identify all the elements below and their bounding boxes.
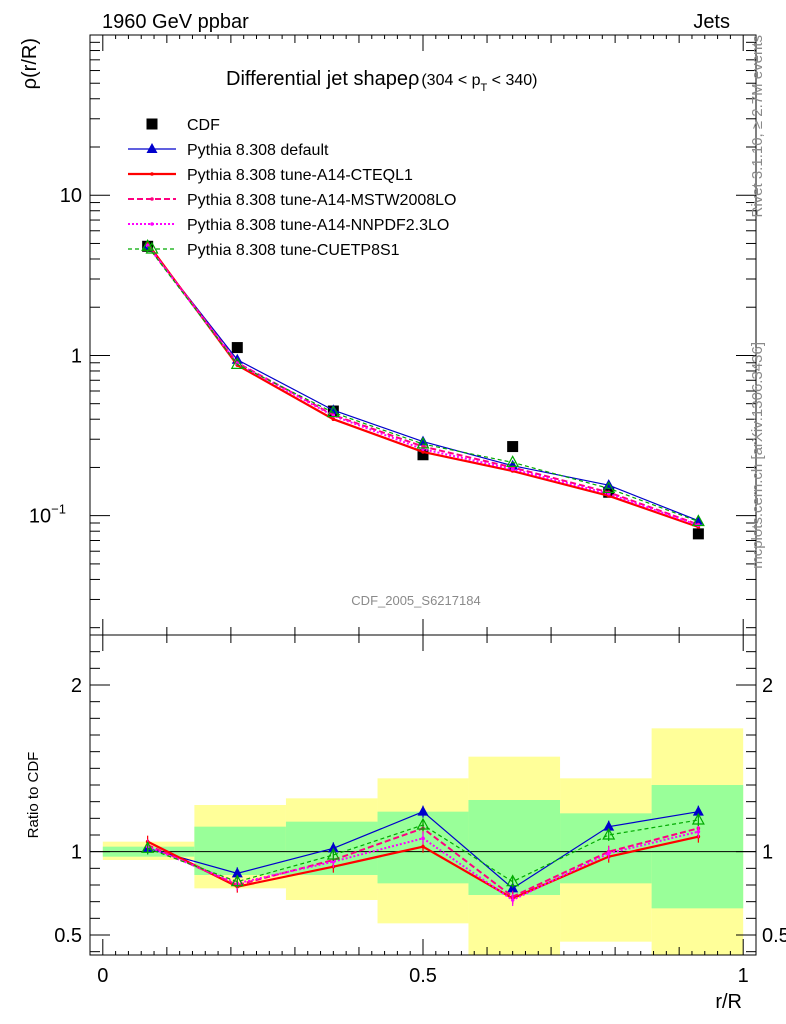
main-line-series-4 <box>146 244 699 527</box>
cuetp8s1-point-2 <box>326 847 340 860</box>
default-point-2 <box>327 842 339 853</box>
cuetp8s1-point-1 <box>230 357 244 369</box>
x-tick-label: 0 <box>97 965 108 987</box>
ratio-series <box>141 805 705 906</box>
legend-label-1: Pythia 8.308 default <box>187 142 329 159</box>
series-point-3 <box>421 836 425 841</box>
cuetp8s1-point-6 <box>691 514 705 527</box>
series-point-5 <box>606 851 611 856</box>
cdf-point-1 <box>231 342 243 354</box>
chart-title-main: Differential jet shapeρ <box>226 68 419 90</box>
x-axis-label: r/R <box>715 991 742 1013</box>
legend-label-4: Pythia 8.308 tune-A14-NNPDF2.3LO <box>187 217 449 234</box>
legend-label-3: Pythia 8.308 tune-A14-MSTW2008LO <box>187 192 456 209</box>
series-point-2 <box>331 417 336 422</box>
series-point-legend-4 <box>150 222 154 226</box>
main-line-series-5 <box>147 245 699 523</box>
series-point-legend-2 <box>150 172 154 176</box>
series-point-4 <box>510 467 515 472</box>
x-tick-label: 1 <box>738 965 749 987</box>
cuetp8s1-point-0 <box>141 841 155 853</box>
cuetp8s1-point-4 <box>506 455 520 468</box>
cuetp8s1-point-6 <box>691 812 705 825</box>
series-point-4 <box>510 898 515 902</box>
legend: CDF Pythia 8.308 default Pythia 8.308 tune… <box>128 117 456 259</box>
legend-label-5: Pythia 8.308 tune-CUETP8S1 <box>187 242 400 259</box>
main-y-axis-label: ρ(r/R) <box>19 38 41 89</box>
cdf-point-4 <box>507 441 519 453</box>
x-tick-label: 0.5 <box>409 965 437 987</box>
chart-title-range-end: < 340) <box>487 72 537 89</box>
ratio-y-tick-label-right: 0.5 <box>762 925 786 947</box>
default-point-legend-1 <box>146 143 158 153</box>
y-tick-label: 10 <box>60 185 82 207</box>
cuetp8s1-point-3 <box>416 817 430 830</box>
ratio-y-tick-label-right: 1 <box>762 842 773 864</box>
series-point-6 <box>696 829 701 834</box>
y-tick-label: 1 <box>71 345 82 367</box>
legend-label-2: Pythia 8.308 tune-A14-CTEQL1 <box>187 167 413 184</box>
cuetp8s1-point-4 <box>506 874 520 887</box>
series-point-0 <box>145 243 150 248</box>
cuetp8s1-point-5 <box>602 827 616 840</box>
series-point-2 <box>331 859 336 864</box>
main-line-series-1 <box>147 245 699 522</box>
default-point-6 <box>692 805 704 816</box>
chart-title-sub: T <box>481 82 488 94</box>
analysis-watermark: CDF_2005_S6217184 <box>351 593 480 608</box>
band-green-1 <box>194 826 286 875</box>
band-green-6 <box>651 785 744 909</box>
main-line-series-2 <box>146 242 699 529</box>
cdf-point-3 <box>417 449 429 461</box>
ratio-y-tick-label: 2 <box>71 675 82 697</box>
main-series <box>141 239 705 540</box>
ratio-y-tick-label-right: 2 <box>762 675 773 697</box>
cuetp8s1-point-2 <box>326 405 340 418</box>
rivet-label: Rivet 3.1.10, ≥ 2.7M events <box>749 35 766 218</box>
header-left: 1960 GeV ppbar <box>102 11 249 33</box>
cuetp8s1-point-1 <box>230 874 244 887</box>
series-point-3 <box>421 450 425 454</box>
y-tick-label: 10−1 <box>29 502 66 528</box>
ratio-y-tick-label: 1 <box>71 842 82 864</box>
series-point-3 <box>421 844 425 849</box>
chart-title: Differential jet shapeρ (304 < pT < 340) <box>226 68 538 94</box>
axis-ticks <box>90 35 756 955</box>
cuetp8s1-point-legend-5 <box>145 241 159 254</box>
series-point-legend-3 <box>150 197 154 201</box>
default-point-1 <box>231 867 243 878</box>
default-point-5 <box>603 820 615 831</box>
tick-labels: 0 0.5 1 10−1 1 10 0.5 0.5 1 1 2 2 <box>29 185 786 987</box>
ratio-y-tick-label: 0.5 <box>54 925 82 947</box>
default-point-6 <box>692 514 704 525</box>
mcplots-label: mcplots.cern.ch [arXiv:1306.3436] <box>749 342 766 569</box>
cdf-point-6 <box>692 528 704 540</box>
default-point-3 <box>417 805 429 816</box>
main-line-series-3 <box>146 244 699 526</box>
chart-title-range: (304 < p <box>421 72 480 89</box>
legend-label-0: CDF <box>187 117 220 134</box>
header-right: Jets <box>693 11 730 33</box>
cuetp8s1-point-3 <box>416 436 430 449</box>
cuetp8s1-point-5 <box>602 481 616 493</box>
ratio-y-axis-label: Ratio to CDF <box>25 752 42 839</box>
cdf-point-legend-0 <box>146 118 158 130</box>
